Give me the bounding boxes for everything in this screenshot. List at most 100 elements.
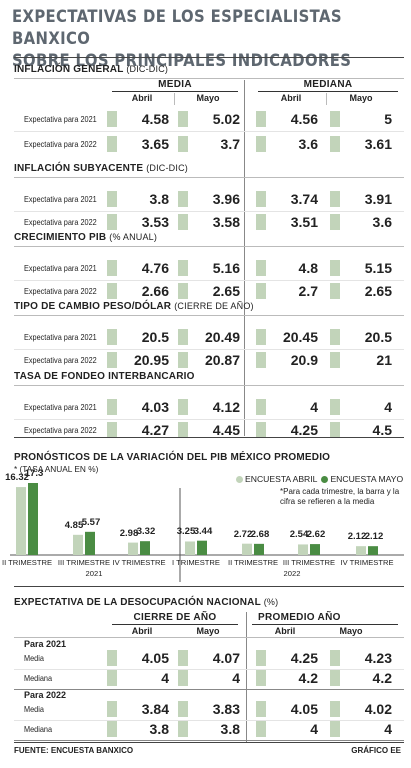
value-marker	[256, 260, 266, 276]
value-cell: 5.16	[178, 258, 244, 278]
value-text: 4	[310, 399, 318, 415]
chart-title: PRONÓSTICOS DE LA VARIACIÓN DEL PIB MÉXI…	[14, 452, 331, 463]
section-title-3: TIPO DE CAMBIO PESO/DÓLAR (CIERRE DE AÑO…	[14, 301, 254, 312]
group-cierre-rule	[112, 624, 238, 625]
value-cell: 4	[107, 668, 173, 688]
value-text: 4	[161, 670, 169, 686]
bar-abril	[185, 541, 195, 555]
value-marker	[178, 422, 188, 438]
value-text: 3.61	[364, 136, 392, 152]
group-media-rule	[112, 91, 238, 92]
value-cell: 2.65	[330, 281, 396, 301]
value-marker	[178, 352, 188, 368]
value-cell: 4.8	[256, 258, 322, 278]
value-text: 3.8	[220, 721, 240, 737]
value-text: 20.5	[364, 329, 392, 345]
value-marker	[178, 329, 188, 345]
bar-mayo	[85, 531, 95, 555]
bar-abril	[16, 487, 26, 555]
value-cell: 3.58	[178, 212, 244, 232]
bar-value-label: 17.3	[24, 468, 44, 479]
value-text: 20.45	[282, 329, 318, 345]
chart-subtitle: * (TASA ANUAL EN %)	[14, 464, 99, 474]
row-label: Expectativa para 2022	[24, 355, 97, 365]
divider-abril-mayo-2	[326, 93, 327, 105]
value-marker	[178, 283, 188, 299]
value-cell: 20.45	[256, 327, 322, 347]
value-cell: 2.65	[178, 281, 244, 301]
pib-chart	[10, 483, 404, 582]
value-marker	[107, 283, 117, 299]
value-marker	[256, 191, 266, 207]
row-label: Mediana	[24, 724, 53, 734]
value-text: 2.65	[364, 283, 392, 299]
value-marker	[178, 214, 188, 230]
value-text: 3.65	[141, 136, 169, 152]
row-rule	[14, 419, 404, 420]
group-promedio-rule	[252, 624, 398, 625]
value-text: 3.83	[212, 701, 240, 717]
value-text: 4.56	[290, 111, 318, 127]
legend-label: ENCUESTA MAYO	[330, 474, 404, 484]
year-group-label: Para 2021	[24, 639, 67, 649]
value-cell: 20.5	[107, 327, 173, 347]
legend-item-1: ENCUESTA MAYO	[321, 474, 403, 484]
group-promedio: PROMEDIO AÑO	[258, 612, 341, 623]
row-label: Mediana	[24, 673, 53, 683]
value-cell: 5.15	[330, 258, 396, 278]
value-text: 4.27	[141, 422, 169, 438]
col-head-2: Abril	[274, 626, 296, 636]
year-label-2021: 2021	[85, 569, 103, 578]
value-text: 20.5	[141, 329, 169, 345]
bar-value-label: 2.72	[233, 528, 253, 540]
value-cell: 20.49	[178, 327, 244, 347]
value-text: 4.03	[141, 399, 169, 415]
section-rule-2	[14, 246, 404, 247]
section-sub: (CIERRE DE AÑO)	[174, 301, 254, 311]
value-marker	[330, 352, 340, 368]
row-rule	[14, 280, 404, 281]
value-marker	[107, 399, 117, 415]
section-sub: (DIC-DIC)	[126, 64, 169, 74]
value-text: 4.45	[212, 422, 240, 438]
section-rule-3	[14, 315, 404, 316]
value-cell: 3.61	[330, 134, 396, 154]
col-head-0: Abril	[131, 626, 153, 636]
value-marker	[330, 283, 340, 299]
value-text: 4.2	[372, 670, 392, 686]
value-marker	[330, 329, 340, 345]
group-cierre: CIERRE DE AÑO	[133, 612, 217, 623]
value-marker	[107, 214, 117, 230]
table2-sub: (%)	[263, 597, 279, 607]
value-text: 3.6	[298, 136, 318, 152]
value-text: 4.23	[364, 650, 392, 666]
section-name: INFLACIÓN GENERAL	[14, 64, 124, 75]
bar-value-label: 3.44	[193, 525, 213, 537]
value-marker	[330, 701, 340, 717]
table2-head-rule	[14, 637, 404, 638]
row-label: Expectativa para 2022	[24, 425, 97, 435]
value-cell: 5.02	[178, 109, 244, 129]
value-text: 20.95	[133, 352, 169, 368]
value-cell: 3.96	[178, 189, 244, 209]
year-label-2022: 2022	[283, 569, 301, 578]
value-marker	[178, 111, 188, 127]
bar-mayo	[197, 540, 207, 555]
value-marker	[178, 260, 188, 276]
legend-dot	[236, 476, 243, 484]
value-text: 4.07	[212, 650, 240, 666]
row-label: Expectativa para 2021	[24, 194, 97, 204]
value-cell: 3.8	[107, 719, 173, 739]
value-cell: 4.12	[178, 397, 244, 417]
value-text: 4.02	[364, 701, 392, 717]
value-marker	[107, 136, 117, 152]
value-text: 4	[384, 721, 392, 737]
value-cell: 4	[256, 719, 322, 739]
value-marker	[330, 721, 340, 737]
value-cell: 4.05	[107, 648, 173, 668]
bar-abril	[356, 546, 366, 555]
value-cell: 4	[330, 397, 396, 417]
bar-value-label: 3.32	[136, 526, 156, 538]
value-marker	[256, 422, 266, 438]
bar-abril	[73, 534, 83, 555]
